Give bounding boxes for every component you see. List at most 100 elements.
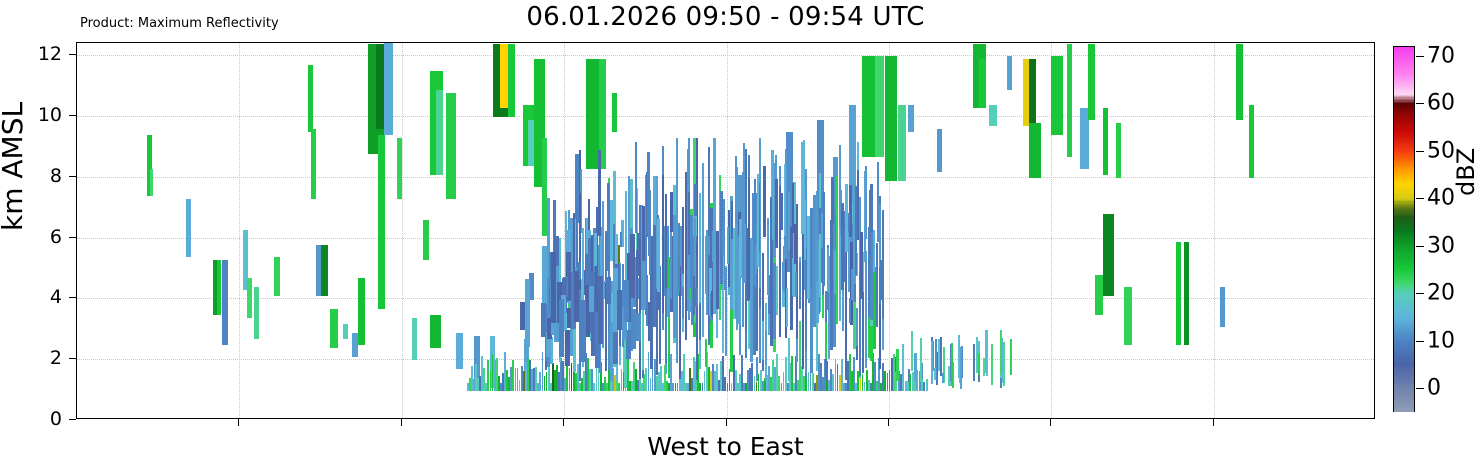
- reflectivity-column: [813, 194, 816, 327]
- reflectivity-column: [741, 354, 743, 391]
- reflectivity-column: [533, 368, 536, 391]
- reflectivity-column: [848, 213, 851, 232]
- reflectivity-column: [622, 305, 628, 341]
- reflectivity-column: [585, 352, 587, 391]
- reflectivity-column: [653, 240, 656, 327]
- reflectivity-column: [477, 377, 479, 391]
- reflectivity-column: [743, 383, 745, 391]
- y-tick: [69, 297, 76, 299]
- reflectivity-column: [562, 360, 565, 391]
- reflectivity-column: [801, 141, 804, 235]
- reflectivity-column: [865, 369, 868, 391]
- reflectivity-column: [853, 290, 856, 350]
- reflectivity-column: [861, 288, 865, 374]
- reflectivity-column: [724, 377, 727, 391]
- reflectivity-column: [578, 261, 581, 280]
- reflectivity-column: [701, 383, 704, 391]
- reflectivity-column: [703, 370, 706, 391]
- reflectivity-column: [753, 376, 756, 391]
- reflectivity-column: [916, 369, 919, 391]
- reflectivity-column: [495, 358, 498, 391]
- reflectivity-column: [681, 286, 685, 320]
- reflectivity-column: [826, 360, 829, 391]
- reflectivity-column: [599, 361, 602, 391]
- reflectivity-column: [973, 343, 976, 381]
- reflectivity-column: [598, 150, 601, 236]
- reflectivity-column: [645, 172, 648, 238]
- reflectivity-column: [678, 226, 684, 297]
- reflectivity-column: [904, 381, 907, 391]
- reflectivity-column: [559, 298, 565, 357]
- reflectivity-column: [475, 363, 477, 391]
- reflectivity-column: [853, 283, 856, 302]
- reflectivity-column: [801, 365, 804, 391]
- reflectivity-column: [782, 371, 785, 391]
- reflectivity-column: [642, 205, 645, 272]
- reflectivity-column: [610, 199, 613, 262]
- reflectivity-column: [422, 220, 430, 260]
- reflectivity-column: [867, 380, 870, 391]
- reflectivity-column: [649, 377, 652, 391]
- reflectivity-column: [863, 170, 867, 262]
- reflectivity-column: [861, 56, 875, 157]
- reflectivity-column: [958, 334, 961, 379]
- reflectivity-column: [778, 376, 781, 391]
- colorbar-tick: [1416, 245, 1424, 247]
- colorbar[interactable]: [1393, 46, 1415, 412]
- reflectivity-column: [445, 92, 457, 200]
- colorbar-tick-label: 60: [1427, 90, 1455, 116]
- reflectivity-column: [670, 353, 673, 391]
- reflectivity-column: [853, 204, 856, 327]
- reflectivity-column: [828, 380, 831, 391]
- reflectivity-column: [803, 375, 806, 391]
- reflectivity-column: [718, 174, 722, 320]
- reflectivity-column: [574, 153, 580, 224]
- reflectivity-column: [581, 278, 584, 302]
- reflectivity-column: [908, 104, 914, 133]
- reflectivity-column: [470, 366, 473, 391]
- reflectivity-column: [798, 320, 802, 363]
- reflectivity-column: [844, 339, 848, 381]
- x-axis-title: West to East: [647, 432, 804, 461]
- reflectivity-column: [595, 351, 598, 391]
- reflectivity-column: [794, 271, 798, 297]
- reflectivity-column: [734, 369, 737, 391]
- reflectivity-column: [666, 381, 669, 391]
- reflectivity-column: [553, 369, 556, 391]
- reflectivity-column: [535, 367, 538, 391]
- reflectivity-column: [815, 210, 818, 283]
- reflectivity-column: [483, 367, 486, 391]
- reflectivity-column: [739, 219, 742, 277]
- reflectivity-column: [670, 192, 673, 233]
- reflectivity-column: [718, 379, 720, 391]
- reflectivity-column: [651, 352, 654, 391]
- reflectivity-column: [558, 372, 560, 391]
- reflectivity-column: [1029, 123, 1041, 178]
- reflectivity-column: [722, 355, 725, 391]
- reflectivity-column: [485, 383, 488, 391]
- reflectivity-column: [687, 383, 689, 391]
- reflectivity-column: [979, 59, 987, 108]
- reflectivity-column: [352, 332, 358, 358]
- reflectivity-column: [937, 338, 940, 372]
- y-tick-label: 8: [49, 164, 62, 187]
- reflectivity-column: [599, 226, 603, 320]
- reflectivity-column: [705, 352, 708, 391]
- reflectivity-column: [573, 270, 579, 323]
- reflectivity-column: [601, 383, 604, 391]
- reflectivity-column: [1010, 338, 1013, 376]
- reflectivity-column: [147, 135, 152, 197]
- reflectivity-column: [565, 251, 572, 301]
- reflectivity-column: [880, 383, 883, 391]
- reflectivity-column: [890, 358, 893, 391]
- reflectivity-column: [884, 370, 887, 391]
- reflectivity-column: [321, 244, 328, 297]
- reflectivity-column: [936, 352, 939, 386]
- reflectivity-column: [686, 226, 690, 311]
- reflectivity-column: [736, 383, 739, 391]
- reflectivity-column: [645, 368, 648, 391]
- reflectivity-column: [682, 354, 685, 391]
- colorbar-tick: [1416, 55, 1424, 57]
- reflectivity-column: [456, 332, 463, 370]
- reflectivity-column: [396, 138, 402, 200]
